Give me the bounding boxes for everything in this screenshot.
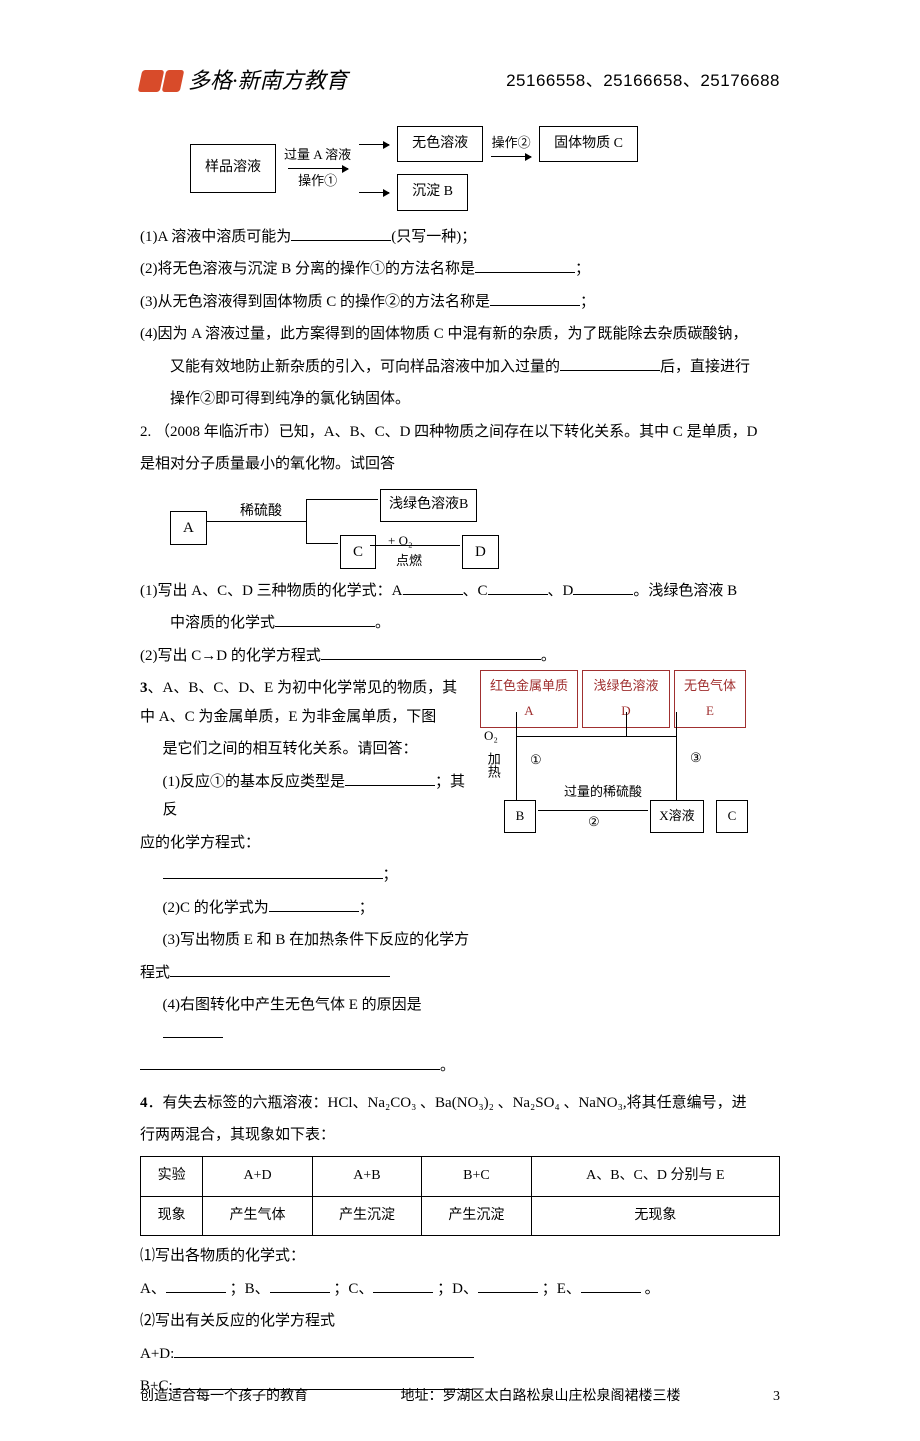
- logo-block: 多格·新南方教育: [140, 60, 348, 102]
- table-row: 现象 产生气体 产生沉淀 产生沉淀 无现象: [141, 1196, 780, 1236]
- d3-c2: ②: [588, 810, 600, 835]
- d2-box-c: C: [340, 535, 376, 570]
- d3-gas: 无色气体E: [674, 670, 746, 727]
- q3-4: (4)右图转化中产生无色气体 E 的原因是: [140, 991, 470, 1048]
- q3-1c: ；: [140, 861, 470, 890]
- q1-3: (3)从无色溶液得到固体物质 C 的操作②的方法名称是；: [140, 288, 780, 317]
- table-row: 实验 A+D A+B B+C A、B、C、D 分别与 E: [141, 1156, 780, 1196]
- brand-text: 多格·新南方教育: [188, 60, 348, 102]
- box-precipitate-b: 沉淀 B: [397, 174, 468, 211]
- diagram-q2: A 稀硫酸 浅绿色溶液B C + O₂ 点燃 D: [170, 487, 490, 567]
- q4-1: ⑴写出各物质的化学式：: [140, 1242, 780, 1271]
- q3-1b: 应的化学方程式：: [140, 829, 470, 858]
- arrow1-bottom-label: 操作①: [298, 169, 337, 194]
- q1-1: (1)A 溶液中溶质可能为(只写一种)；: [140, 223, 780, 252]
- q3-3a: (3)写出物质 E 和 B 在加热条件下反应的化学方: [140, 926, 470, 955]
- d3-c3: ③: [690, 746, 702, 771]
- arrow-op2: 操作②: [491, 131, 531, 157]
- d2-box-a: A: [170, 511, 207, 546]
- q1-4c: 操作②即可得到纯净的氯化钠固体。: [140, 385, 780, 414]
- q3-2: (2)C 的化学式为；: [140, 894, 470, 923]
- d3-acid: 过量的稀硫酸: [564, 780, 642, 805]
- page-footer: 创造适合每一个孩子的教育 地址：罗湖区太白路松泉山庄松泉阁裙楼三楼 3: [140, 1384, 780, 1411]
- diagram-q3: 红色金属单质A 浅绿色溶液D 无色气体E O₂ 加热 ① ③ 过量的稀硫酸 B …: [480, 670, 780, 840]
- phone-numbers: 25166558、25166658、25176688: [506, 65, 780, 97]
- q2-1: (1)写出 A、C、D 三种物质的化学式：A、C、D。浅绿色溶液 B: [140, 577, 780, 606]
- d2-ignite-label: 点燃: [396, 549, 422, 574]
- q3-3b: 程式: [140, 959, 470, 988]
- footer-mid: 地址：罗湖区太白路松泉山庄松泉阁裙楼三楼: [401, 1384, 681, 1411]
- q3-block: 3、A、B、C、D、E 为初中化学常见的物质，其中 A、C 为金属单质，E 为非…: [140, 670, 780, 1048]
- d2-box-b: 浅绿色溶液B: [380, 489, 477, 522]
- q2-stem2: 是相对分子质量最小的氧化物。试回答: [140, 450, 780, 479]
- q4-stem-b: 行两两混合，其现象如下表：: [140, 1121, 780, 1150]
- q1-4b: 又能有效地防止新杂质的引入，可向样品溶液中加入过量的后，直接进行: [140, 353, 780, 382]
- box-colorless: 无色溶液: [397, 126, 483, 163]
- d3-c: C: [716, 800, 748, 833]
- footer-page: 3: [773, 1384, 780, 1411]
- q4-1-blanks: A、 ；B、 ；C、 ；D、 ；E、 。: [140, 1275, 780, 1304]
- arrow-op1: 过量 A 溶液 操作①: [284, 143, 351, 193]
- d3-x: X溶液: [650, 800, 704, 833]
- q4-stem-a: 4．有失去标签的六瓶溶液：HCl、Na₂CO₃ 、Ba(NO₃)₂ 、Na₂SO…: [140, 1089, 780, 1118]
- box-sample: 样品溶液: [190, 144, 276, 193]
- q3-4-line: 。: [140, 1052, 780, 1081]
- q2-stem1: 2. （2008 年临沂市）已知，A、B、C、D 四种物质之间存在以下转化关系。…: [140, 418, 780, 447]
- box-solid-c: 固体物质 C: [539, 126, 638, 163]
- q3-stem: 3、A、B、C、D、E 为初中化学常见的物质，其中 A、C 为金属单质，E 为非…: [140, 674, 470, 731]
- d3-o2: O₂: [484, 724, 498, 749]
- q3-1a: (1)反应①的基本反应类型是；其反: [140, 768, 470, 825]
- q1-2: (2)将无色溶液与沉淀 B 分离的操作①的方法名称是；: [140, 255, 780, 284]
- d3-heat: 加热: [480, 752, 505, 778]
- q2-1b: 中溶质的化学式。: [140, 609, 780, 638]
- q4-ad: A+D:: [140, 1340, 780, 1369]
- q1-4a: (4)因为 A 溶液过量，此方案得到的固体物质 C 中混有新的杂质，为了既能除去…: [140, 320, 780, 349]
- q4-2: ⑵写出有关反应的化学方程式: [140, 1307, 780, 1336]
- page-header: 多格·新南方教育 25166558、25166658、25176688: [140, 60, 780, 102]
- q4-table: 实验 A+D A+B B+C A、B、C、D 分别与 E 现象 产生气体 产生沉…: [140, 1156, 780, 1236]
- d3-b: B: [504, 800, 536, 833]
- d3-c1: ①: [530, 748, 542, 773]
- d2-box-d: D: [462, 535, 499, 570]
- q2-2: (2)写出 C→D 的化学方程式。: [140, 642, 780, 671]
- logo-icon: [140, 70, 182, 92]
- q3-stem2: 是它们之间的相互转化关系。请回答：: [140, 735, 470, 764]
- footer-left: 创造适合每一个孩子的教育: [140, 1384, 308, 1411]
- d3-red: 红色金属单质A: [480, 670, 578, 727]
- diagram-sample-flow: 样品溶液 过量 A 溶液 操作① 无色溶液 操作② 固体物质 C 沉淀 B: [190, 126, 780, 211]
